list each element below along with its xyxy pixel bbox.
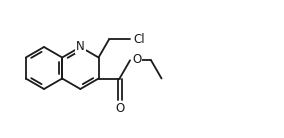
Text: Cl: Cl: [133, 33, 145, 46]
Text: N: N: [76, 40, 85, 54]
Text: O: O: [133, 53, 142, 66]
Text: O: O: [115, 103, 124, 116]
